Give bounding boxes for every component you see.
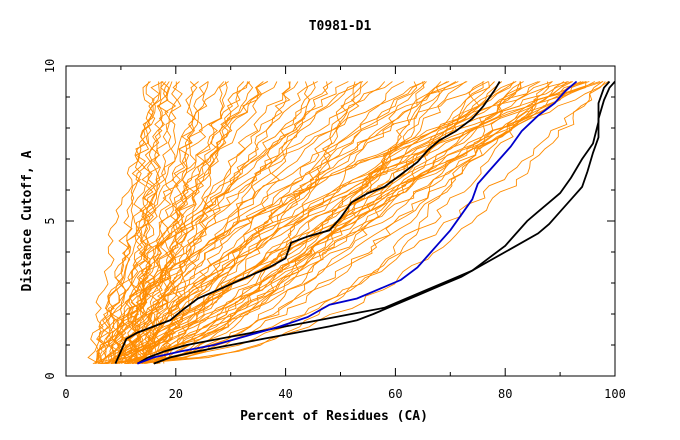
highlight-curve-black — [153, 80, 615, 365]
model-curve — [125, 81, 606, 365]
model-curve — [99, 81, 364, 364]
y-tick-label: 10 — [43, 59, 57, 73]
model-curve — [114, 81, 468, 364]
model-curve — [102, 81, 553, 364]
model-curve — [143, 81, 503, 364]
model-curve — [136, 81, 522, 365]
model-curve — [115, 81, 485, 365]
x-axis: 0 20 40 60 80 100 — [62, 66, 626, 401]
x-tick-label: 60 — [388, 387, 402, 401]
model-curve — [135, 81, 170, 364]
x-tick-label: 100 — [604, 387, 626, 401]
model-curve — [144, 81, 484, 365]
model-curve — [144, 81, 299, 364]
x-tick-label: 80 — [498, 387, 512, 401]
model-curve — [128, 81, 209, 364]
model-curve — [155, 81, 459, 365]
model-curve — [111, 81, 450, 364]
model-curve — [110, 81, 393, 364]
model-curve — [124, 81, 516, 364]
model-curve — [150, 81, 199, 364]
y-tick-label: 0 — [43, 372, 57, 379]
highlight-curve-blue — [137, 80, 578, 365]
x-tick-label: 0 — [62, 387, 69, 401]
model-curve — [94, 81, 427, 365]
model-curve — [134, 81, 245, 364]
model-curve — [92, 81, 333, 365]
y-axis: 0 5 10 — [43, 59, 615, 380]
model-curve — [99, 81, 550, 365]
model-curve — [123, 81, 539, 364]
model-curve — [103, 81, 603, 365]
plot-lines — [87, 80, 615, 365]
model-curve — [137, 81, 361, 364]
model-curve — [111, 81, 164, 364]
model-curve — [156, 81, 596, 364]
model-curve — [153, 81, 405, 364]
model-curve — [105, 81, 329, 364]
model-curve — [146, 81, 386, 364]
chart-title: T0981-D1 — [309, 19, 372, 34]
model-curve — [100, 81, 369, 365]
model-curve — [95, 81, 269, 364]
model-curve — [124, 81, 425, 365]
model-curve — [131, 81, 553, 365]
model-curve — [96, 81, 225, 364]
model-curve — [101, 81, 467, 365]
model-curve — [132, 81, 522, 365]
highlight-curve-black — [114, 81, 501, 364]
model-curve — [135, 81, 524, 365]
y-axis-label: Distance Cutoff, A — [20, 150, 35, 291]
model-curve — [141, 81, 442, 365]
model-curve — [113, 81, 490, 364]
x-tick-label: 40 — [278, 387, 292, 401]
model-curve — [149, 81, 183, 364]
model-curve — [127, 81, 587, 364]
model-curve — [100, 81, 251, 364]
model-curve — [126, 81, 155, 364]
model-curve — [98, 81, 278, 364]
model-curve — [106, 81, 448, 365]
y-tick-label: 5 — [43, 217, 57, 224]
model-curve — [113, 81, 228, 364]
x-tick-label: 20 — [169, 387, 183, 401]
model-curve — [103, 81, 584, 365]
highlight-curve-black — [136, 80, 611, 365]
x-axis-label: Percent of Residues (CA) — [240, 409, 428, 424]
model-curve — [111, 81, 268, 364]
model-curve — [144, 81, 489, 364]
model-curve — [120, 81, 601, 364]
model-curve — [90, 81, 162, 364]
